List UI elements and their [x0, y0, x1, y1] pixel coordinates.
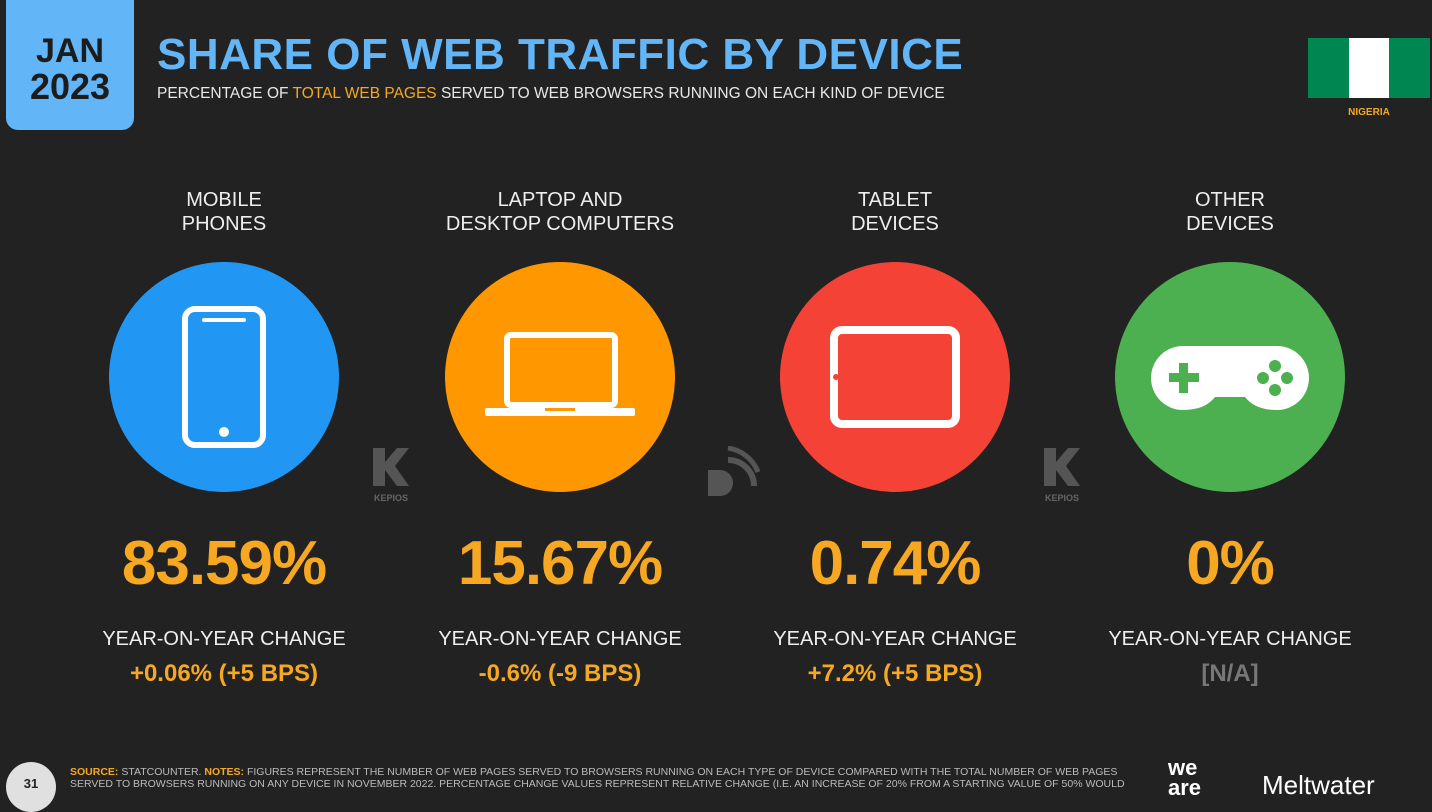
device-label: DESKTOP COMPUTERS [445, 213, 675, 235]
change-value: +7.2% (+5 BPS) [807, 660, 983, 687]
watermark: KEPIOS [1032, 446, 1092, 503]
brand-meltwater: Meltwater [1262, 770, 1375, 800]
device-column: MOBILE PHONES 83.59% YEAR-ON-YEAR CHANGE… [59, 188, 389, 687]
title: SHARE OF WEB TRAFFIC BY DEVICE [157, 30, 964, 79]
icon-circle [1115, 262, 1345, 492]
change-value: -0.6% (-9 BPS) [478, 660, 642, 687]
datareportal-logo [708, 445, 761, 496]
device-column: LAPTOP AND DESKTOP COMPUTERS 15.67% YEAR… [395, 188, 725, 687]
kepios-logo [373, 448, 409, 486]
laptop-icon [485, 332, 635, 416]
device-label: DEVICES [851, 213, 939, 235]
gamepad-icon [1151, 346, 1309, 410]
badge-year: 2023 [29, 66, 111, 107]
watermark-text: KEPIOS [1044, 493, 1079, 503]
device-label: LAPTOP AND [497, 189, 623, 211]
phone-icon [182, 306, 266, 448]
subtitle: PERCENTAGE OF TOTAL WEB PAGES SERVED TO … [157, 85, 945, 103]
flag [1308, 38, 1431, 98]
subtitle-text: PERCENTAGE OF [157, 85, 293, 102]
device-label: DEVICES [1186, 213, 1274, 235]
change-label: YEAR-ON-YEAR CHANGE [1108, 628, 1352, 650]
subtitle-text: SERVED TO WEB BROWSERS RUNNING ON EACH K… [436, 85, 945, 102]
date-badge: JAN 2023 [6, 0, 134, 130]
badge-month: JAN [35, 32, 105, 70]
device-label: OTHER [1195, 189, 1265, 211]
slide: JAN 2023 SHARE OF WEB TRAFFIC BY DEVICE … [6, 0, 1431, 812]
footer-notes: SOURCE: STATCOUNTER. NOTES: FIGURES REPR… [70, 766, 1140, 790]
notes: FIGURES REPRESENT THE NUMBER OF WEB PAGE… [70, 766, 1125, 790]
device-label: PHONES [181, 213, 267, 235]
watermark: KEPIOS [361, 446, 421, 503]
page-number: 31 [6, 762, 56, 812]
device-column: TABLET DEVICES 0.74% YEAR-ON-YEAR CHANGE… [730, 188, 1060, 687]
source-label: SOURCE: [70, 766, 119, 778]
icon-circle [109, 262, 339, 492]
share-value: 83.59% [121, 529, 327, 598]
watermark [700, 445, 761, 503]
kepios-logo [1044, 448, 1080, 486]
country: NIGERIA [1348, 107, 1390, 118]
source: STATCOUNTER. [121, 766, 202, 778]
subtitle-highlight: TOTAL WEB PAGES [292, 85, 437, 102]
brand-we-are: we are [1168, 755, 1202, 800]
icon-circle [780, 262, 1010, 492]
change-value: [N/A] [1201, 660, 1259, 687]
device-label: TABLET [857, 189, 933, 211]
tablet-icon [830, 326, 960, 428]
notes-label: NOTES: [204, 766, 245, 778]
watermark-text: KEPIOS [373, 493, 408, 503]
share-value: 0.74% [809, 529, 982, 598]
change-label: YEAR-ON-YEAR CHANGE [438, 628, 682, 650]
icon-circle [445, 262, 675, 492]
share-value: 0% [1186, 529, 1275, 598]
change-label: YEAR-ON-YEAR CHANGE [773, 628, 1017, 650]
device-label: MOBILE [186, 189, 262, 211]
share-value: 15.67% [457, 529, 663, 598]
device-column: OTHER DEVICES 0% YEAR-ON-YEAR CHANGE [N/… [1065, 188, 1395, 687]
change-label: YEAR-ON-YEAR CHANGE [102, 628, 346, 650]
change-value: +0.06% (+5 BPS) [129, 660, 319, 687]
